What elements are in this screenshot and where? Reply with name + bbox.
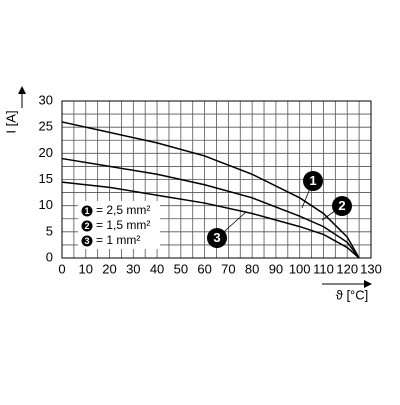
y-tick-label: 15: [39, 171, 53, 186]
x-tick-label: 80: [245, 261, 259, 276]
line-series: [61, 121, 360, 259]
y-tick-label: 25: [39, 119, 53, 134]
x-tick-label: 20: [102, 261, 116, 276]
y-tick-label: 20: [39, 145, 53, 160]
x-tick-label: 60: [197, 261, 211, 276]
legend-marker: [81, 220, 93, 232]
x-tick-label: 10: [79, 261, 93, 276]
callout-text: 2: [338, 198, 345, 213]
x-tick-label: 110: [313, 261, 334, 276]
legend-label: = 2,5 mm²: [96, 203, 150, 217]
y-arrow-head: [18, 86, 26, 94]
callout-text: 3: [213, 230, 220, 245]
y-tick-label: 30: [39, 92, 53, 107]
legend-label: = 1,5 mm²: [96, 218, 150, 232]
x-tick-label: 120: [336, 261, 358, 276]
x-tick-label: 50: [174, 261, 188, 276]
x-tick-label: 70: [221, 261, 235, 276]
y-tick-label: 0: [46, 249, 53, 264]
legend-marker-text: 3: [84, 236, 89, 246]
x-tick-label: 100: [289, 261, 311, 276]
legend-marker: [81, 235, 93, 247]
callout: [303, 171, 323, 191]
x-tick-label: 30: [126, 261, 140, 276]
axis-decor: [18, 86, 372, 288]
x-tick-label: 40: [150, 261, 164, 276]
legend-label: = 1 mm²: [96, 233, 140, 247]
y-axis-label: I [A]: [3, 110, 18, 133]
legend-marker-text: 1: [84, 206, 89, 216]
x-tick-label: 130: [360, 261, 382, 276]
callout: [207, 228, 227, 248]
line-series: [61, 181, 360, 259]
legend-marker: [81, 205, 93, 217]
x-tick-label: 0: [58, 261, 65, 276]
x-arrow-head: [364, 280, 372, 288]
legend-marker-text: 2: [84, 221, 89, 231]
y-tick-label: 5: [46, 223, 53, 238]
line-series: [61, 157, 360, 259]
y-tick-label: 10: [39, 197, 53, 212]
callout-text: 1: [309, 173, 316, 188]
x-axis-label: ϑ [°C]: [336, 287, 369, 302]
callout: [332, 196, 352, 216]
x-tick-label: 90: [269, 261, 283, 276]
plot-frame: [61, 100, 372, 259]
